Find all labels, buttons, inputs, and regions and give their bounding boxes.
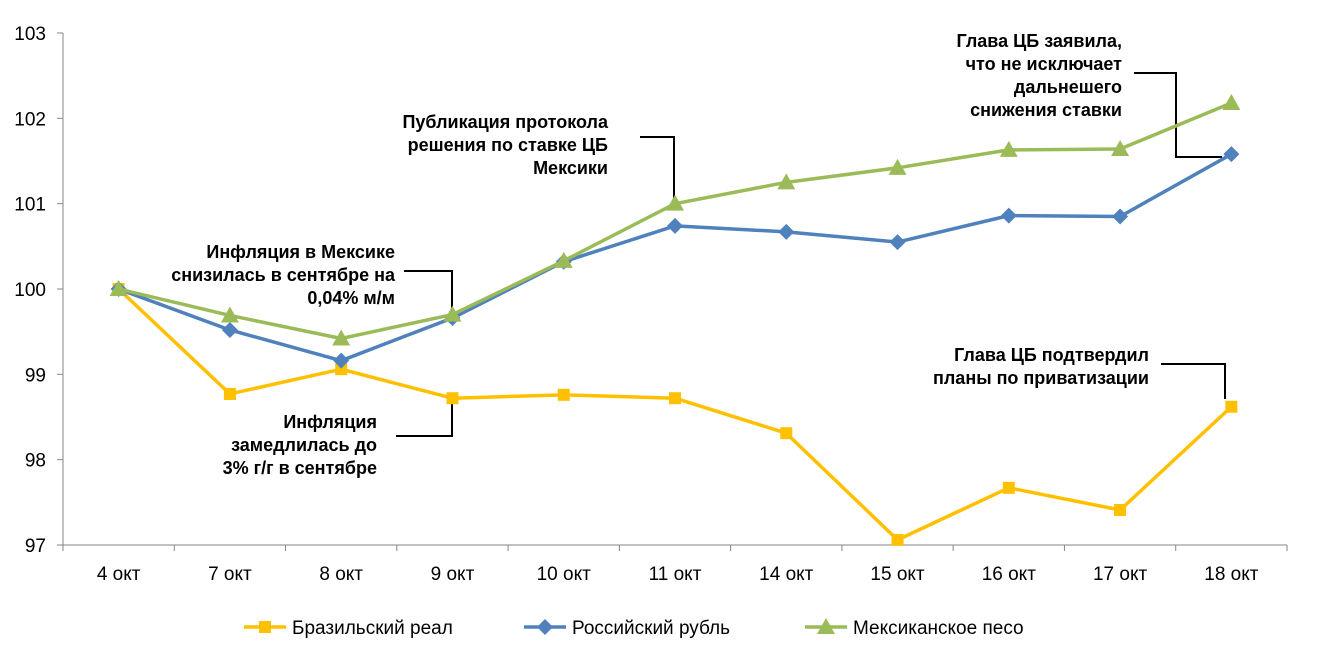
data-point <box>777 173 796 190</box>
data-point <box>109 280 128 296</box>
data-point <box>333 352 350 369</box>
y-tick-label: 97 <box>25 536 46 557</box>
data-point <box>1223 146 1240 163</box>
annotation-line: снизилась в сентябре на <box>171 265 396 285</box>
annotation-0: Инфляция в Мексике снизилась в сентябре н… <box>171 242 453 315</box>
data-point <box>1225 400 1238 413</box>
data-point <box>220 306 239 323</box>
annotation-text: Глава ЦБ подтвердил планы по приватизации <box>933 345 1149 388</box>
data-point <box>221 321 238 338</box>
legend-marker <box>259 621 271 633</box>
annotation-line: дальнешего <box>1014 77 1122 97</box>
annotation-line: решения по ставке ЦБ <box>408 135 608 155</box>
annotation-line: снижения ставки <box>970 100 1122 120</box>
annotation-line: 3% г/г в сентябре <box>223 458 377 478</box>
y-tick-label: 98 <box>25 451 46 472</box>
annotation-line: Глава ЦБ подтвердил <box>954 345 1149 365</box>
annotations: Инфляция в Мексике снизилась в сентябре н… <box>171 31 1226 478</box>
series-2 <box>109 93 1241 346</box>
annotation-leader <box>1161 363 1226 399</box>
annotation-text: Инфляция замедлилась до 3% г/г в сентябре <box>223 412 377 478</box>
data-point <box>780 427 793 440</box>
annotation-line: что не исключает <box>966 54 1123 74</box>
legend-item-1: Российский рубль <box>524 618 730 639</box>
annotation-leader <box>640 136 675 199</box>
data-point <box>1000 207 1017 224</box>
annotation-3: Глава ЦБ заявила, что не исключает дальнеш… <box>957 31 1222 158</box>
data-point <box>332 329 351 346</box>
data-point <box>778 223 795 240</box>
data-point <box>1002 481 1015 494</box>
annotation-line: Инфляция <box>283 412 377 432</box>
axes: 97 98 99 100 101 102 103 4 окт 7 окт 8 окт 9 окт 10… <box>14 24 1288 585</box>
y-tick-label: 99 <box>25 365 46 386</box>
x-tick-label: 7 окт <box>208 564 252 585</box>
annotation-line: замедлилась до <box>231 435 377 455</box>
data-point <box>1222 93 1241 110</box>
y-tick-label: 101 <box>14 195 46 216</box>
annotation-line: Глава ЦБ заявила, <box>957 31 1122 51</box>
legend-label: Бразильский реал <box>292 618 453 639</box>
annotation-line: Мексики <box>533 158 608 178</box>
y-tick-label: 102 <box>14 109 46 130</box>
data-point <box>443 305 462 322</box>
annotation-2: Публикация протокола решения по ставке ЦБ… <box>402 112 675 199</box>
x-tick-label: 9 окт <box>431 564 475 585</box>
data-point <box>554 251 573 268</box>
annotation-leader <box>404 270 453 315</box>
annotation-line: Инфляция в Мексике <box>206 242 395 262</box>
data-point <box>223 387 236 400</box>
x-tick-label: 10 окт <box>537 564 592 585</box>
y-tick-label: 100 <box>14 280 46 301</box>
data-point <box>335 363 348 376</box>
x-tick-label: 16 окт <box>982 564 1037 585</box>
annotation-line: Публикация протокола <box>402 112 609 132</box>
legend-item-2: Мексиканское песо <box>805 618 1024 639</box>
annotation-leader <box>1134 72 1222 158</box>
data-point <box>889 234 906 251</box>
x-tick-label: 4 окт <box>97 564 141 585</box>
legend-item-0: Бразильский реал <box>244 618 453 639</box>
x-tick-label: 14 окт <box>759 564 814 585</box>
data-point <box>669 392 681 405</box>
annotation-text: Глава ЦБ заявила, что не исключает дальнеш… <box>957 31 1123 120</box>
annotation-text: Инфляция в Мексике снизилась в сентябре н… <box>171 242 396 308</box>
legend: Бразильский реал Российский рубль Мексикан… <box>244 618 1024 639</box>
data-point <box>446 392 459 405</box>
data-point <box>999 140 1018 157</box>
annotation-1: Инфляция замедлилась до 3% г/г в сентябре <box>223 401 453 478</box>
annotation-line: планы по приватизации <box>933 368 1149 388</box>
legend-marker <box>817 618 835 634</box>
legend-label: Российский рубль <box>572 618 730 639</box>
annotation-leader <box>396 401 453 437</box>
annotation-line: 0,04% м/м <box>307 288 395 308</box>
legend-marker <box>537 619 553 635</box>
data-point <box>667 217 683 234</box>
data-point <box>888 158 907 175</box>
y-tick-label: 103 <box>14 24 46 45</box>
data-point <box>891 533 904 546</box>
data-point <box>1111 140 1130 157</box>
annotation-4: Глава ЦБ подтвердил планы по приватизации <box>933 345 1226 399</box>
x-tick-label: 15 окт <box>870 564 925 585</box>
data-point <box>1114 504 1127 517</box>
data-point <box>1112 208 1129 225</box>
series-layer <box>109 93 1241 546</box>
annotation-text: Публикация протокола решения по ставке ЦБ… <box>402 112 609 178</box>
data-point <box>666 194 684 211</box>
x-tick-label: 18 окт <box>1204 564 1259 585</box>
series-0 <box>112 283 1238 546</box>
x-tick-label: 17 окт <box>1093 564 1148 585</box>
x-tick-label: 8 окт <box>319 564 363 585</box>
data-point <box>557 388 570 401</box>
legend-label: Мексиканское песо <box>853 618 1024 639</box>
x-tick-label: 11 окт <box>649 564 702 585</box>
